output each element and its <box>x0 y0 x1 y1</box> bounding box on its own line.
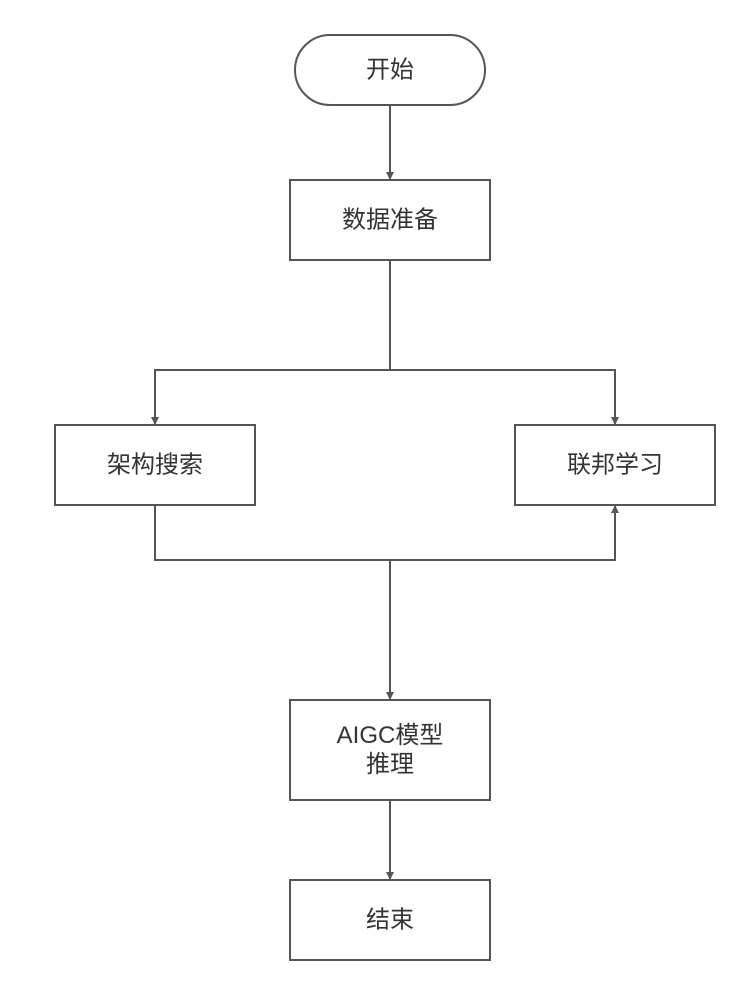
node-arch-search: 架构搜索 <box>55 425 255 505</box>
edge-archsearch-to-federated <box>155 505 615 560</box>
node-start: 开始 <box>295 35 485 105</box>
edge-dataprep-to-archsearch <box>155 260 390 425</box>
node-data-prep-label: 数据准备 <box>342 207 438 234</box>
node-federated: 联邦学习 <box>515 425 715 505</box>
node-end: 结束 <box>290 880 490 960</box>
node-arch-search-label: 架构搜索 <box>107 452 203 479</box>
node-federated-label: 联邦学习 <box>567 452 663 479</box>
nodes-group: 开始 数据准备 架构搜索 联邦学习 AIGC模型 推理 结束 <box>55 35 715 960</box>
flowchart-canvas: 开始 数据准备 架构搜索 联邦学习 AIGC模型 推理 结束 <box>0 0 742 994</box>
node-data-prep: 数据准备 <box>290 180 490 260</box>
node-start-label: 开始 <box>366 57 414 84</box>
node-aigc-label-line1: AIGC模型 <box>337 722 444 749</box>
edge-branch-to-federated <box>390 370 615 425</box>
node-aigc-label-line2: 推理 <box>366 751 414 778</box>
node-end-label: 结束 <box>366 907 414 934</box>
node-aigc: AIGC模型 推理 <box>290 700 490 800</box>
